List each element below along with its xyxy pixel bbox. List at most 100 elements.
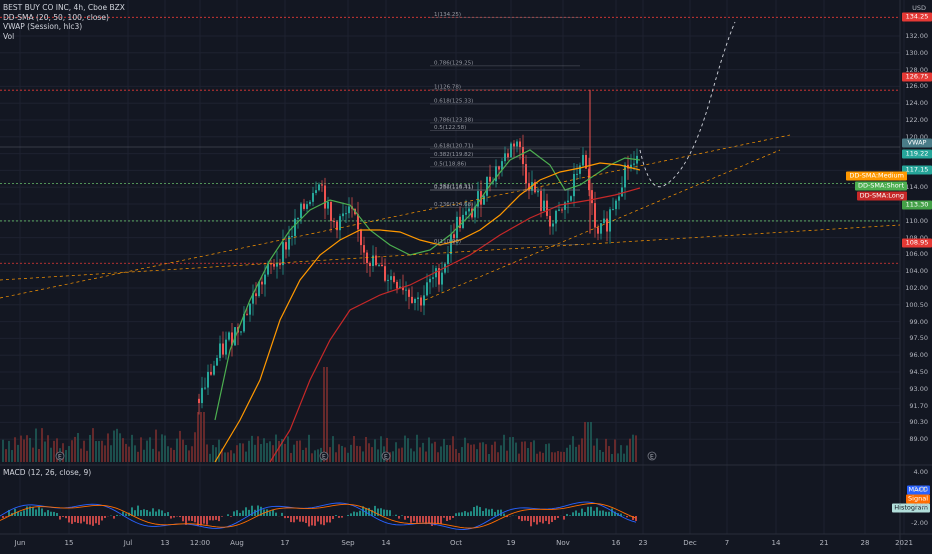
macd-histogram-bar [164,513,166,516]
volume-bar [113,431,115,462]
candle-body [567,201,569,203]
volume-bar [611,454,613,462]
macd-histogram-bar [296,516,298,519]
volume-bar [359,446,361,462]
volume-bar [248,441,250,462]
macd-histogram-bar [407,516,409,518]
time-axis-label: 16 [612,539,621,547]
macd-histogram-bar [356,512,358,516]
fib-label: 1(134.25) [434,12,461,18]
macd-histogram-bar [635,516,637,521]
price-tag[interactable]: 108.95 [902,239,932,248]
macd-histogram-bar [314,516,316,526]
volume-bar [458,453,460,462]
time-axis-label: Aug [230,539,244,547]
macd-histogram-bar [95,516,97,523]
volume-bar [569,445,571,462]
candle-body [417,298,419,300]
volume-bar [110,445,112,462]
macd-histogram-bar [161,510,163,516]
price-tag[interactable]: DD-SMA:Medium [846,172,907,181]
volume-bar [224,452,226,462]
volume-bar [461,447,463,462]
macd-histogram-bar [5,516,7,517]
candle-body [618,196,620,200]
price-tag[interactable]: VWAP [902,139,932,148]
price-tag[interactable]: DD-SMA:Short [855,182,907,191]
vwap-indicator-label[interactable]: VWAP (Session, hlc3) [3,22,125,32]
volume-bar [332,436,334,462]
volume-bar [263,438,265,462]
macd-legend[interactable]: MACD (12, 26, close, 9) [3,468,91,477]
macd-histogram-bar [404,516,406,520]
candle-body [213,366,215,375]
volume-bar [530,442,532,462]
fib-label: 0.5(118.86) [434,161,466,167]
price-tag[interactable]: 119.22 [902,150,932,159]
volume-bar [77,433,79,462]
volume-bar [500,445,502,462]
macd-histogram-bar [134,510,136,516]
price-tag[interactable]: 126.75 [902,73,932,82]
volume-bar [71,440,73,462]
time-axis-label: 28 [861,539,870,547]
candle-body [606,219,608,232]
macd-axis-label: 2.00 [914,485,928,493]
candle-body [468,209,470,212]
volume-bar [239,443,241,462]
macd-histogram-bar [374,506,376,516]
volume-bar [227,452,229,462]
price-axis-label: 126.00 [905,82,928,90]
volume-bar [2,440,4,462]
volume-bar [455,449,457,462]
sma-indicator-label[interactable]: DD-SMA (20, 50, 100, close) [3,13,125,23]
volume-bar [356,446,358,462]
candle-body [519,141,521,147]
volume-bar [266,443,268,462]
candle-body [609,209,611,231]
candle-body [390,276,392,280]
candle-body [573,174,575,196]
price-axis-label: 99.00 [909,318,928,326]
macd-histogram-bar [347,515,349,516]
macd-histogram-bar [533,516,535,522]
macd-histogram-bar [449,516,451,520]
volume-bar [203,412,205,462]
candle-body [414,299,416,303]
candle-body [273,264,275,267]
price-tag[interactable]: DD-SMA:Long [857,192,907,201]
volume-indicator-label[interactable]: Vol [3,32,125,42]
volume-bar [446,445,448,462]
macd-histogram-bar [416,516,418,523]
macd-histogram-bar [119,515,121,516]
volume-bar [335,452,337,462]
macd-histogram-bar [590,507,592,516]
macd-histogram-bar [458,513,460,516]
candle-body [621,187,623,196]
volume-bar [620,445,622,462]
macd-histogram-bar [269,511,271,516]
macd-histogram-bar [245,507,247,516]
candle-body [297,218,299,219]
fib-label: 0(110.90) [434,239,461,245]
macd-histogram-bar [584,512,586,516]
macd-histogram-bar [467,512,469,516]
volume-bar [635,435,637,462]
volume-bar [533,440,535,462]
price-tag[interactable]: 113.30 [902,201,932,210]
fib-label: 0.236(114.68) [434,202,473,208]
macd-histogram-bar [422,516,424,522]
price-tag[interactable]: 134.25 [902,13,932,22]
volume-bar [194,432,196,462]
candle-body [342,213,344,216]
symbol-title[interactable]: BEST BUY CO INC, 4h, Cboe BZX [3,3,125,13]
candle-body [420,298,422,306]
macd-histogram-bar [266,509,268,516]
macd-histogram-bar [338,516,340,518]
volume-bar [422,443,424,462]
volume-bar [362,451,364,462]
candle-body [381,265,383,266]
candle-body [246,314,248,315]
